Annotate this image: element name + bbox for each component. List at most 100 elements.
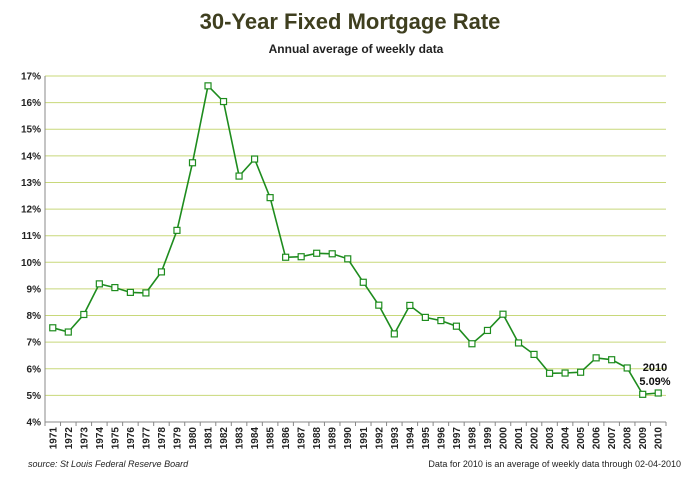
data-point: [639, 390, 647, 398]
data-point: [592, 354, 600, 362]
data-point: [608, 356, 616, 364]
data-point: [297, 253, 305, 261]
y-tick-label: 15%: [21, 125, 41, 136]
x-tick-label: 2000: [498, 427, 509, 450]
x-tick-label: 2002: [530, 427, 541, 450]
x-tick-label: 1977: [141, 427, 152, 450]
x-tick-label: 1979: [172, 427, 183, 450]
y-tick-label: 9%: [27, 284, 42, 295]
data-point: [390, 330, 398, 338]
data-point: [250, 155, 259, 163]
data-point: [406, 301, 414, 310]
y-tick-label: 16%: [21, 98, 41, 109]
x-tick-label: 1999: [483, 427, 494, 450]
data-point: [64, 328, 72, 336]
x-tick-label: 1981: [204, 427, 215, 450]
data-point: [204, 82, 212, 90]
x-tick-label: 2005: [576, 427, 587, 450]
data-point: [514, 339, 523, 347]
axes: [44, 76, 667, 426]
data-point: [344, 255, 352, 263]
data-point: [188, 159, 197, 167]
y-tick-label: 12%: [21, 205, 41, 216]
data-point: [359, 278, 367, 286]
x-tick-label: 2007: [607, 427, 618, 450]
gridlines: [45, 75, 666, 396]
x-tick-label: 1975: [110, 427, 121, 450]
x-tick-label: 1986: [281, 427, 292, 450]
chart-title: 30-Year Fixed Mortgage Rate: [200, 9, 501, 34]
annotation-year: 2010: [643, 362, 667, 374]
data-point: [561, 369, 569, 377]
x-tick-label: 1994: [405, 427, 416, 450]
data-point: [499, 310, 507, 318]
y-tick-label: 4%: [27, 418, 42, 429]
x-tick-label: 1987: [297, 427, 308, 450]
data-point: [282, 253, 290, 261]
data-point: [95, 280, 103, 288]
data-point: [654, 389, 662, 397]
x-tick-label: 2010: [654, 427, 665, 450]
x-tick-label: 1985: [266, 427, 277, 450]
x-tick-label: 1998: [467, 427, 478, 450]
y-tick-label: 17%: [21, 72, 41, 83]
data-point: [530, 350, 538, 358]
x-tick-label: 1971: [48, 427, 59, 450]
data-point: [577, 368, 585, 376]
data-point: [49, 324, 57, 332]
data-point: [80, 310, 88, 319]
x-tick-label: 1991: [359, 427, 370, 450]
data-point: [483, 326, 492, 335]
x-tick-label: 1976: [126, 427, 137, 450]
y-tick-label: 10%: [21, 258, 41, 269]
chart-subtitle: Annual average of weekly data: [269, 42, 444, 56]
x-tick-label: 2003: [545, 427, 556, 450]
y-tick-label: 13%: [21, 178, 41, 189]
x-tick-label: 2009: [638, 427, 649, 450]
x-tick-label: 2001: [514, 427, 525, 450]
y-tick-label: 11%: [22, 231, 42, 242]
data-point: [437, 316, 445, 325]
x-tick-label: 1984: [250, 427, 261, 450]
annotation-value: 5.09%: [639, 376, 670, 388]
data-point: [219, 97, 228, 106]
x-tick-label: 1990: [343, 427, 354, 450]
x-tick-label: 1989: [328, 427, 339, 450]
data-point: [266, 194, 274, 202]
data-point: [157, 268, 166, 276]
x-tick-label: 1972: [64, 427, 75, 450]
x-tick-label: 1980: [188, 427, 199, 450]
x-tick-label: 1993: [390, 427, 401, 450]
x-tick-label: 2004: [561, 427, 572, 450]
data-point: [545, 369, 554, 377]
y-tick-label: 5%: [27, 391, 42, 402]
x-tick-label: 1983: [235, 427, 246, 450]
data-point: [328, 250, 336, 258]
x-tick-label: 1982: [219, 427, 230, 450]
x-tick-label: 1978: [157, 427, 168, 450]
data-point: [421, 313, 429, 322]
x-tick-label: 1995: [421, 427, 432, 450]
x-tick-labels: 1971 1972 1973 1974 1975 1976 1977 1978 1979 1980…: [48, 427, 664, 450]
y-tick-label: 8%: [27, 311, 42, 322]
data-point: [111, 283, 119, 292]
x-tick-label: 1997: [452, 427, 463, 450]
data-point: [173, 226, 181, 234]
data-point: [142, 289, 150, 297]
data-point: [468, 340, 476, 348]
data-point: [452, 322, 461, 330]
series-rate: [49, 82, 662, 398]
x-tick-label: 2006: [592, 427, 603, 450]
x-tick-label: 1988: [312, 427, 323, 450]
data-point: [375, 301, 383, 309]
source-note: source: St Louis Federal Reserve Board: [28, 459, 189, 469]
y-tick-labels: 4% 5% 6% 7% 8% 9% 10% 11% 12% 13% 14% 15% 16% 17%: [21, 72, 41, 429]
footnote: Data for 2010 is an average of weekly da…: [428, 459, 681, 469]
data-point: [235, 172, 243, 180]
y-tick-label: 14%: [21, 151, 41, 162]
series-line: [52, 84, 659, 396]
x-tick-label: 1996: [436, 427, 447, 450]
data-point: [623, 364, 631, 372]
x-tick-label: 1992: [374, 427, 385, 450]
